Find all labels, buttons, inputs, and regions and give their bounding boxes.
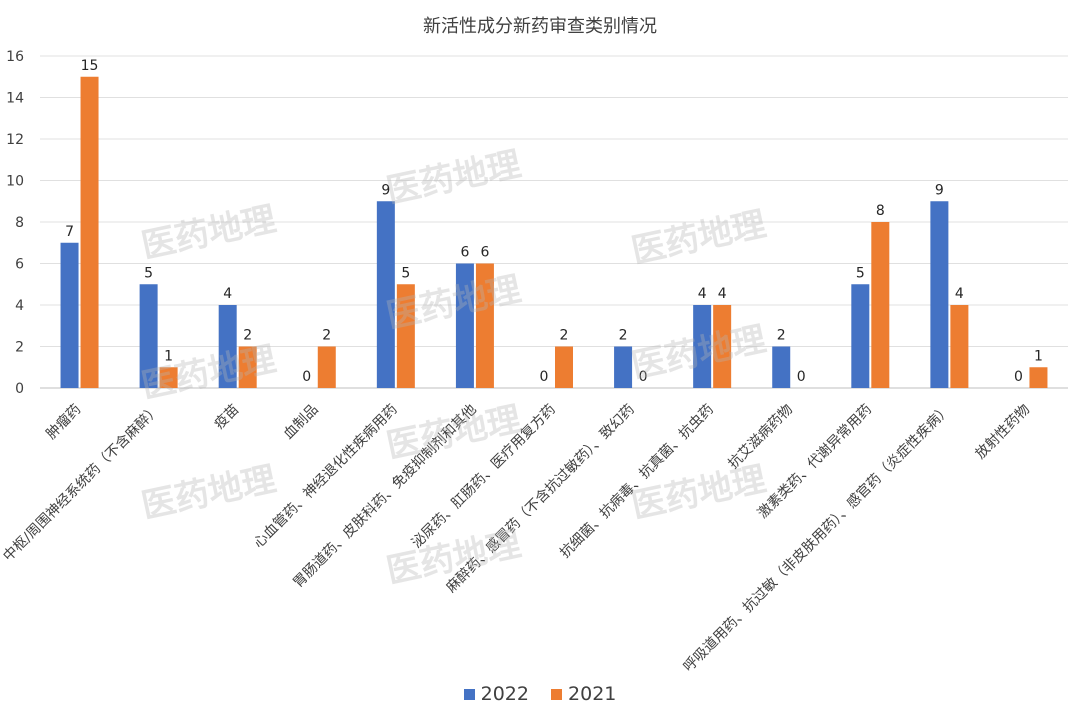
bar-2022 — [930, 201, 949, 388]
data-label: 0 — [639, 369, 648, 385]
data-label: 0 — [302, 369, 311, 385]
legend-item-2022: 2022 — [463, 683, 529, 705]
data-label: 5 — [144, 265, 153, 281]
data-label: 4 — [955, 286, 964, 302]
bar-2022 — [851, 284, 870, 388]
bar-2022 — [455, 263, 474, 388]
x-tick-label: 胃肠道药、皮肤科药、免疫抑制剂和其他 — [290, 402, 480, 592]
legend-swatch-2022 — [463, 689, 475, 700]
bar-2022 — [376, 201, 395, 388]
data-label: 4 — [718, 286, 727, 302]
bar-2021 — [871, 222, 890, 388]
bar-2021 — [159, 367, 178, 388]
legend-label-2022: 2022 — [480, 683, 529, 705]
data-label: 0 — [797, 369, 806, 385]
data-label: 2 — [619, 328, 628, 344]
data-label: 0 — [540, 369, 549, 385]
bar-2022 — [218, 305, 237, 388]
x-tick-label: 泌尿药、肛肠药、医疗用复方药 — [408, 401, 559, 552]
x-tick-label: 心血管药、神经退化性疾病用药 — [251, 402, 401, 552]
y-tick-label: 10 — [6, 174, 24, 190]
y-tick-label: 8 — [15, 215, 24, 231]
data-label: 5 — [401, 265, 410, 281]
y-tick-label: 14 — [6, 91, 24, 107]
data-label: 2 — [243, 328, 252, 344]
x-tick-label: 疫苗 — [211, 402, 242, 433]
bar-2022 — [614, 346, 633, 388]
bar-2022 — [693, 305, 712, 388]
data-label: 6 — [460, 245, 469, 261]
bar-2021 — [238, 346, 257, 388]
data-label: 9 — [935, 182, 944, 198]
x-tick-label: 抗细菌、抗病毒、抗真菌、抗虫药 — [557, 402, 717, 562]
y-tick-label: 4 — [15, 298, 24, 314]
bar-2021 — [396, 284, 415, 388]
x-tick-label: 放射性药物 — [972, 402, 1033, 463]
y-tick-label: 0 — [15, 381, 24, 397]
data-label: 4 — [223, 286, 232, 302]
bar-2021 — [80, 76, 99, 388]
bar-2021 — [950, 305, 969, 388]
bar-2022 — [772, 346, 791, 388]
legend: 2022 2021 — [0, 683, 1080, 705]
y-tick-label: 6 — [15, 257, 24, 273]
data-label: 4 — [698, 286, 707, 302]
data-label: 1 — [164, 348, 173, 364]
legend-label-2021: 2021 — [568, 683, 617, 705]
data-label: 15 — [81, 58, 99, 74]
bar-2022 — [60, 242, 79, 388]
bar-2021 — [713, 305, 732, 388]
data-label: 9 — [381, 182, 390, 198]
bar-2021 — [1029, 367, 1048, 388]
data-label: 2 — [322, 328, 331, 344]
legend-swatch-2021 — [551, 689, 563, 700]
data-label: 2 — [560, 328, 569, 344]
data-label: 7 — [65, 224, 74, 240]
x-tick-label: 肿瘤药 — [43, 401, 85, 443]
y-tick-label: 2 — [15, 340, 24, 356]
bar-2021 — [475, 263, 494, 388]
x-tick-label: 呼吸道用药、抗过敏（非皮肤用药）、感官药（炎症性疾病） — [680, 401, 954, 675]
bar-2021 — [317, 346, 336, 388]
data-label: 5 — [856, 265, 865, 281]
x-tick-label: 抗艾滋病药物 — [725, 402, 796, 473]
bar-2022 — [139, 284, 158, 388]
y-tick-label: 16 — [6, 49, 24, 65]
legend-item-2021: 2021 — [551, 683, 616, 705]
x-tick-label: 血制品 — [281, 402, 322, 443]
chart-title: 新活性成分新药审查类别情况 — [423, 16, 657, 37]
y-tick-label: 12 — [6, 132, 24, 148]
x-tick-label: 中枢/周围神经系统药（不含麻醉） — [0, 402, 163, 565]
data-label: 0 — [1014, 369, 1023, 385]
data-label: 1 — [1034, 348, 1043, 364]
data-label: 8 — [876, 203, 885, 219]
data-label: 6 — [480, 245, 489, 261]
bar-2021 — [555, 346, 573, 388]
data-label: 2 — [777, 328, 786, 344]
